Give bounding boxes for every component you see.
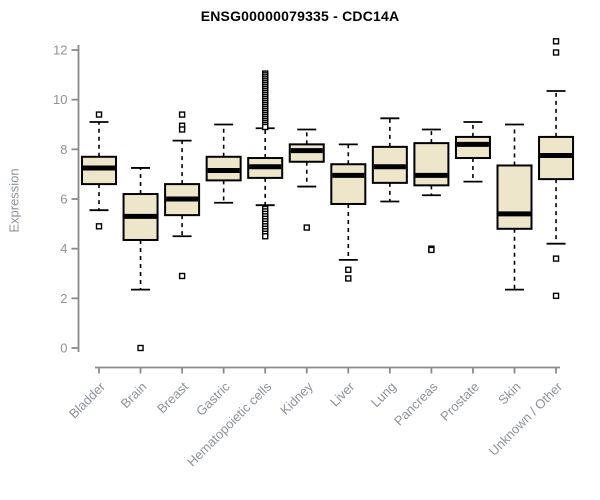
box-prostate (454, 135, 491, 160)
outlier-unknown-other (552, 38, 560, 45)
y-tick-label-12: 12 (53, 43, 67, 58)
x-tick-label-bladder: Bladder (66, 379, 109, 422)
y-tick-label-4: 4 (60, 241, 67, 256)
x-tick-label-unknown-other: Unknown / Other (486, 379, 566, 459)
x-tick-label-brain: Brain (118, 379, 150, 411)
outlier-hematopoietic-cells (262, 123, 269, 131)
outlier-unknown-other (552, 255, 560, 262)
x-tick-label-skin: Skin (495, 379, 523, 407)
outlier-brain (137, 344, 144, 352)
x-tick-label-prostate: Prostate (437, 379, 482, 424)
y-tick-label-8: 8 (60, 142, 67, 157)
outlier-pancreas (428, 246, 435, 254)
x-tick-label-kidney: Kidney (277, 379, 316, 418)
box-pancreas (413, 142, 450, 187)
outlier-bladder (95, 223, 103, 230)
y-tick-label-2: 2 (60, 291, 67, 306)
box-liver (330, 163, 367, 205)
y-tick-label-6: 6 (60, 192, 67, 207)
box-skin (496, 164, 533, 230)
x-tick-label-breast: Breast (154, 379, 191, 416)
x-tick-label-liver: Liver (327, 379, 358, 410)
x-tick-label-lung: Lung (368, 379, 399, 410)
chart-title: ENSG00000079335 - CDC14A (200, 8, 400, 24)
outlier-breast (178, 111, 186, 118)
x-tick-label-pancreas: Pancreas (391, 379, 441, 429)
y-tick-label-10: 10 (53, 92, 67, 107)
outlier-unknown-other (552, 49, 560, 56)
outlier-liver (345, 266, 352, 273)
outlier-kidney (303, 224, 310, 231)
outlier-bladder (95, 111, 103, 118)
y-tick-label-0: 0 (60, 341, 67, 356)
outlier-hematopoietic-cells (262, 233, 269, 240)
outlier-unknown-other (552, 292, 560, 300)
outlier-breast (178, 272, 186, 280)
outlier-breast (178, 126, 186, 133)
outlier-liver (345, 275, 352, 282)
x-tick-label-gastric: Gastric (193, 379, 233, 419)
